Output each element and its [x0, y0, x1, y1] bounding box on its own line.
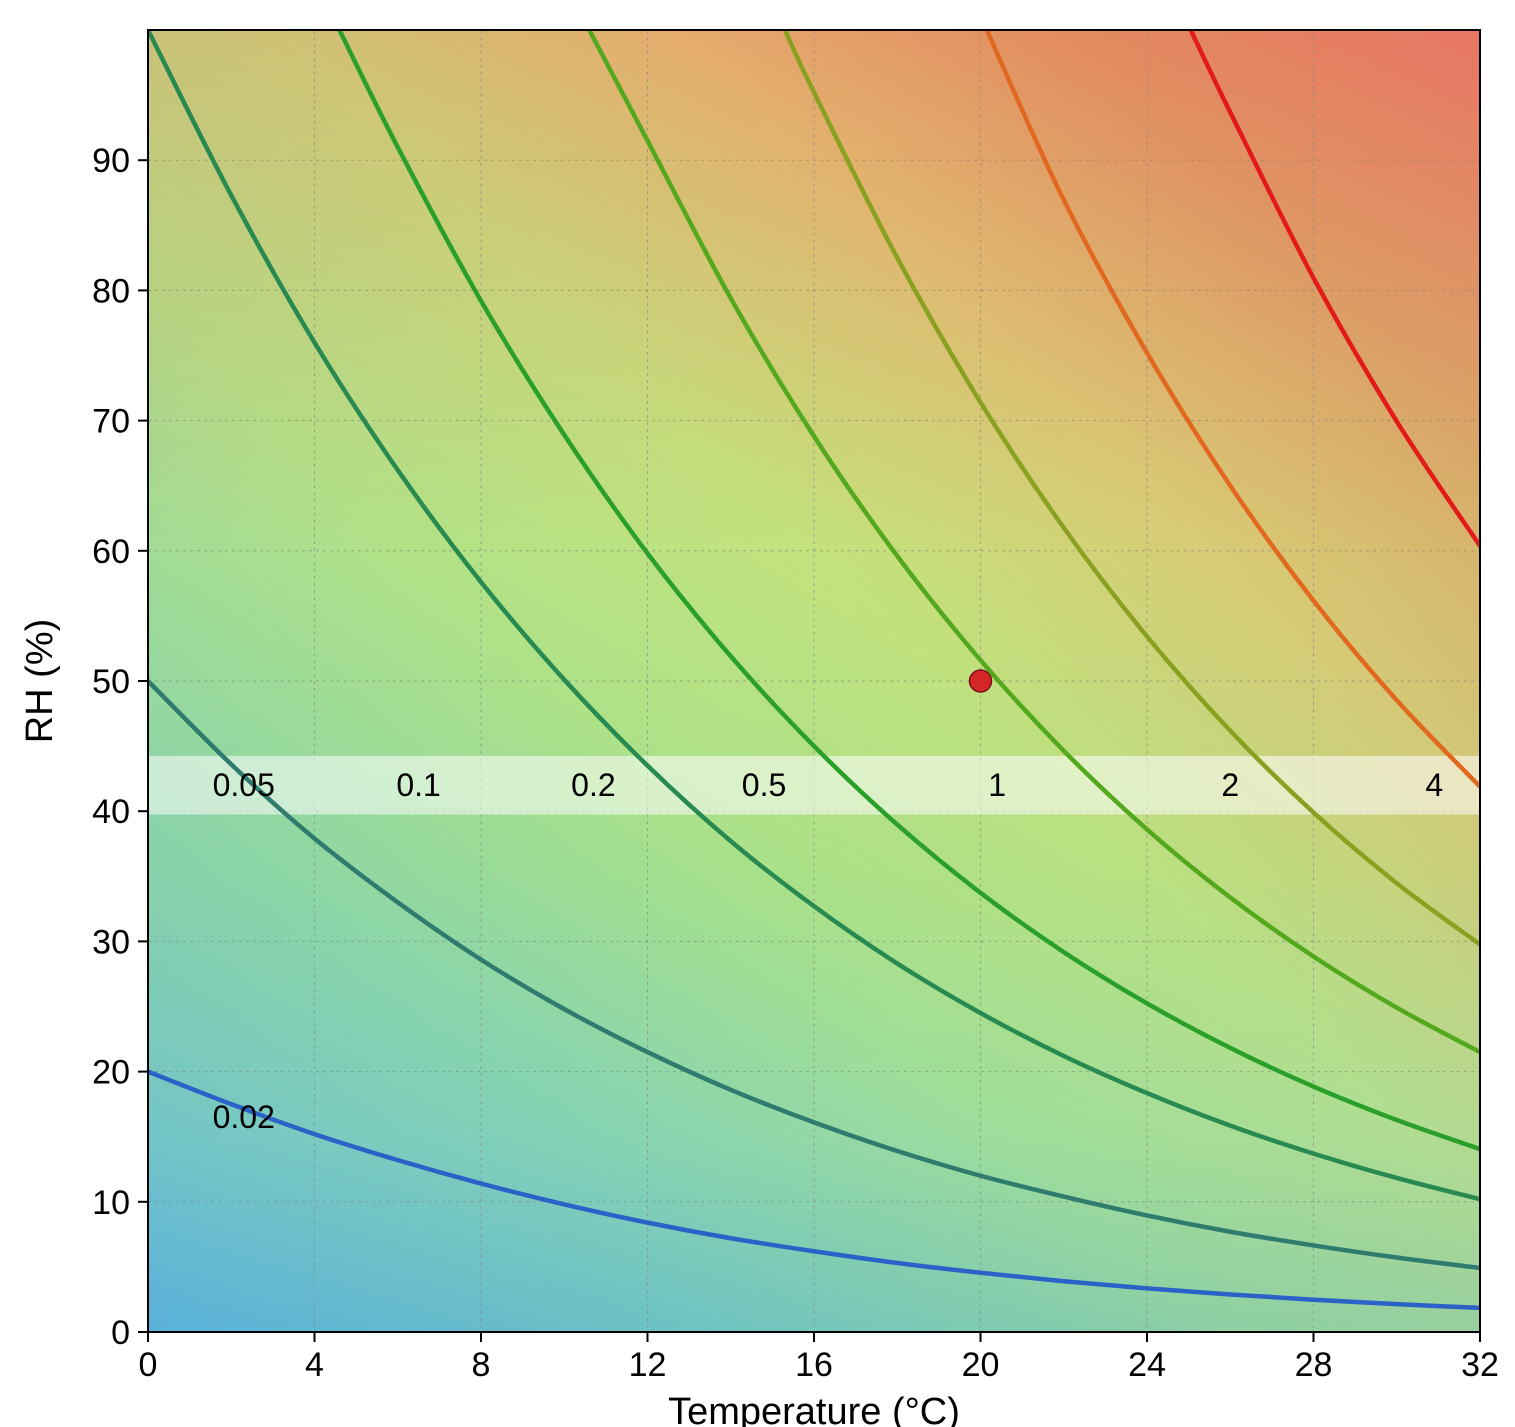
x-tick-label: 12 — [629, 1346, 667, 1384]
x-tick-label: 16 — [795, 1346, 833, 1384]
y-tick-label: 70 — [92, 403, 130, 441]
x-tick-label: 8 — [472, 1346, 491, 1384]
y-tick-label: 90 — [92, 142, 130, 180]
x-tick-label: 28 — [1295, 1346, 1333, 1384]
x-tick-label: 24 — [1128, 1346, 1166, 1384]
y-tick-label: 80 — [92, 272, 130, 310]
contour-label-band — [148, 756, 1480, 815]
x-tick-label: 20 — [962, 1346, 1000, 1384]
x-tick-label: 32 — [1461, 1346, 1499, 1384]
chart-svg: 0.020.050.10.20.512404812162024283201020… — [0, 0, 1515, 1427]
x-tick-label: 0 — [139, 1346, 158, 1384]
contour-label-0.2: 0.2 — [571, 767, 615, 803]
contour-label-0.02: 0.02 — [213, 1099, 275, 1135]
y-tick-label: 40 — [92, 793, 130, 831]
y-tick-label: 50 — [92, 663, 130, 701]
contour-label-0.05: 0.05 — [213, 767, 275, 803]
x-tick-label: 4 — [305, 1346, 324, 1384]
x-axis-label: Temperature (°C) — [668, 1391, 960, 1427]
y-tick-label: 60 — [92, 533, 130, 571]
y-tick-label: 20 — [92, 1054, 130, 1092]
contour-label-1: 1 — [988, 767, 1006, 803]
contour-label-0.1: 0.1 — [396, 767, 440, 803]
reference-marker — [970, 670, 992, 692]
y-axis-label: RH (%) — [19, 619, 61, 744]
y-tick-label: 0 — [111, 1314, 130, 1352]
contour-label-2: 2 — [1221, 767, 1239, 803]
y-tick-label: 30 — [92, 923, 130, 961]
contour-label-4: 4 — [1425, 767, 1443, 803]
y-tick-label: 10 — [92, 1184, 130, 1222]
contour-label-0.5: 0.5 — [742, 767, 786, 803]
contour-chart: 0.020.050.10.20.512404812162024283201020… — [0, 0, 1515, 1427]
